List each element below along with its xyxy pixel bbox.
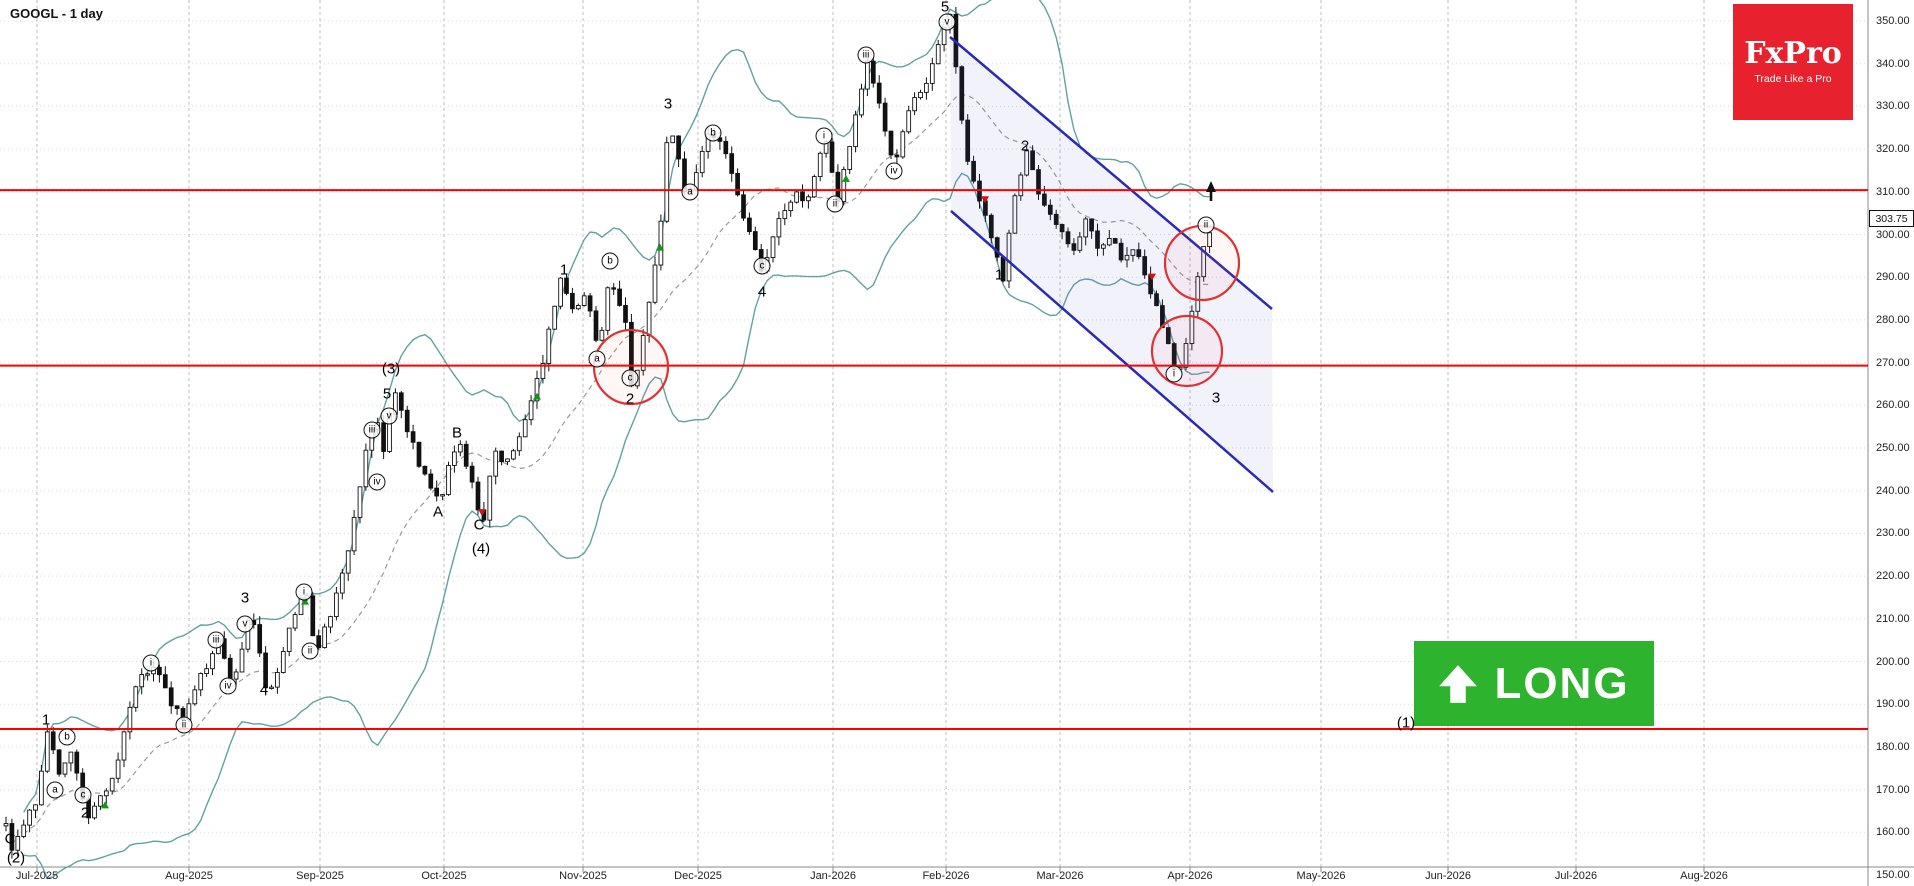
long-signal-badge: LONG (1414, 641, 1654, 726)
long-label: LONG (1494, 658, 1630, 708)
current-price-value: 303.75 (1875, 212, 1908, 225)
current-price-tag: 303.75 (1869, 210, 1914, 227)
fxpro-tagline: Trade Like a Pro (1754, 73, 1832, 85)
fxpro-logo: FxPro Trade Like a Pro (1733, 4, 1853, 120)
chart-title: GOOGL - 1 day (10, 6, 103, 21)
fxpro-wordmark: FxPro (1744, 36, 1842, 71)
up-arrow-icon (1439, 664, 1478, 703)
